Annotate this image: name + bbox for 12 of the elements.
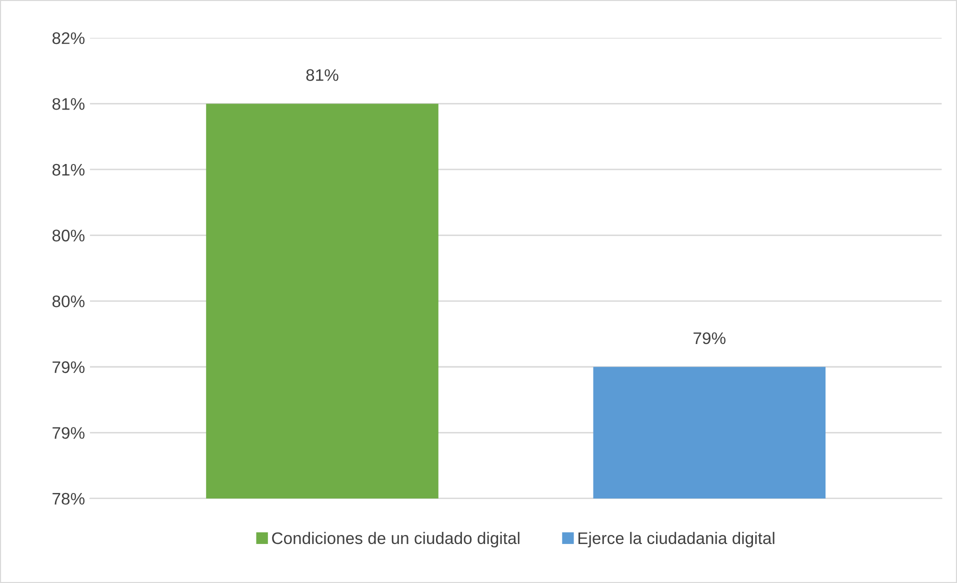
y-tick-label: 82% [52, 32, 85, 44]
y-tick-label: 79% [52, 427, 85, 439]
data-label: 81% [306, 69, 338, 81]
data-label: 79% [694, 332, 726, 344]
y-tick-label: 78% [52, 492, 85, 505]
y-tick-label: 81% [52, 164, 85, 176]
legend-label: Condiciones de un ciudado digital [272, 532, 520, 548]
y-tick-label: 80% [52, 230, 85, 242]
y-tick-label: 81% [52, 98, 85, 110]
legend-label: Ejerce la ciudadania digital [578, 532, 774, 548]
y-tick-label: 80% [52, 295, 85, 308]
y-tick-label: 79% [52, 361, 85, 374]
